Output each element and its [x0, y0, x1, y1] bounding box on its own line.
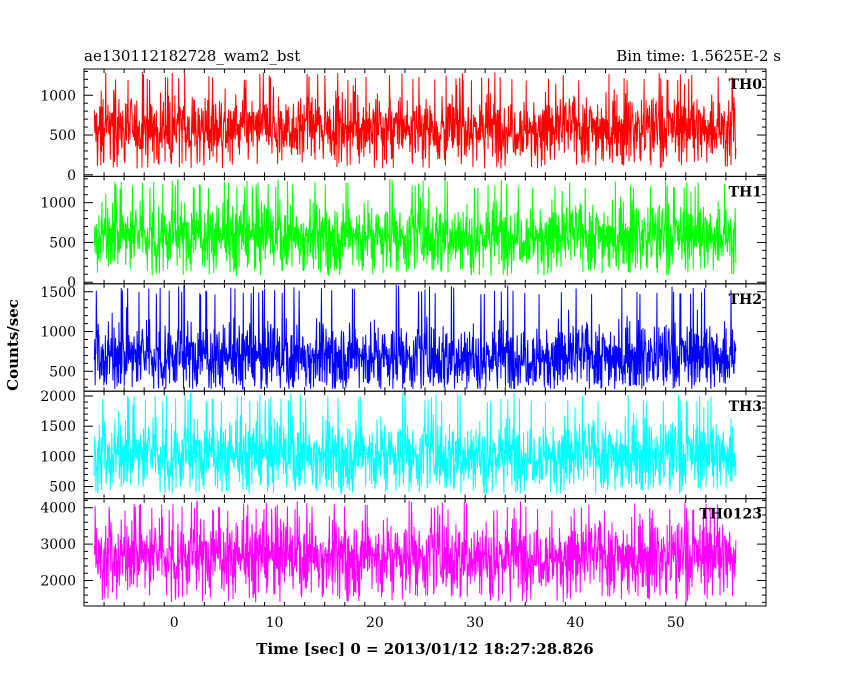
panel-th3: 500 1000 1500 2000 TH3: [40, 389, 767, 500]
y-tick-label: 1000: [40, 196, 76, 212]
x-axis-title: Time [sec] 0 = 2013/01/12 18:27:28.826: [256, 640, 593, 658]
y-tick-label: 1000: [40, 449, 76, 465]
signal-th2: [93, 284, 737, 390]
signal-th0123: [93, 500, 737, 603]
y-tick-label: 0: [67, 275, 76, 291]
x-tick-label: 40: [567, 615, 585, 631]
y-axis-title: Counts/sec: [4, 299, 22, 391]
y-tick-label: 4000: [40, 501, 76, 517]
panel-label-th1: TH1: [729, 184, 762, 200]
panel-label-th0123: TH0123: [699, 507, 762, 523]
y-tick-label: 3000: [40, 537, 76, 553]
x-tick-label: 20: [366, 615, 384, 631]
y-tick-label: 500: [49, 128, 76, 144]
x-tick-label: 50: [667, 615, 685, 631]
x-tick-label: 30: [466, 615, 484, 631]
signal-th1: [93, 178, 737, 276]
figure-title: ae130112182728_wam2_bst: [84, 47, 300, 65]
y-tick-label: 500: [49, 235, 76, 251]
panel-th1: 0 500 1000 TH1: [40, 175, 767, 291]
bin-time-label: Bin time: 1.5625E-2 s: [616, 47, 781, 65]
panel-th2: 500 1000 1500 TH2: [40, 283, 767, 392]
y-tick-label: 0: [67, 168, 76, 184]
y-tick-label: 1500: [40, 285, 76, 301]
panel-label-th3: TH3: [729, 399, 762, 415]
x-tick-label: 10: [266, 615, 284, 631]
y-tick-label: 1000: [40, 88, 76, 104]
panel-th0123: 2000 3000 4000 TH0123: [40, 498, 767, 607]
panel-label-th0: TH0: [729, 77, 763, 93]
y-tick-label: 500: [49, 480, 76, 496]
signal-th0: [93, 72, 737, 169]
y-tick-label: 1500: [40, 419, 76, 435]
panel-label-th2: TH2: [729, 292, 762, 308]
y-tick-label: 2000: [40, 574, 76, 590]
y-tick-label: 500: [49, 364, 76, 380]
panel-th0: 0 500 1000 TH0: [40, 68, 767, 184]
y-tick-label: 1000: [40, 325, 76, 341]
signal-th3: [93, 392, 737, 494]
y-tick-label: 2000: [40, 389, 76, 405]
x-tick-label: 0: [170, 615, 179, 631]
